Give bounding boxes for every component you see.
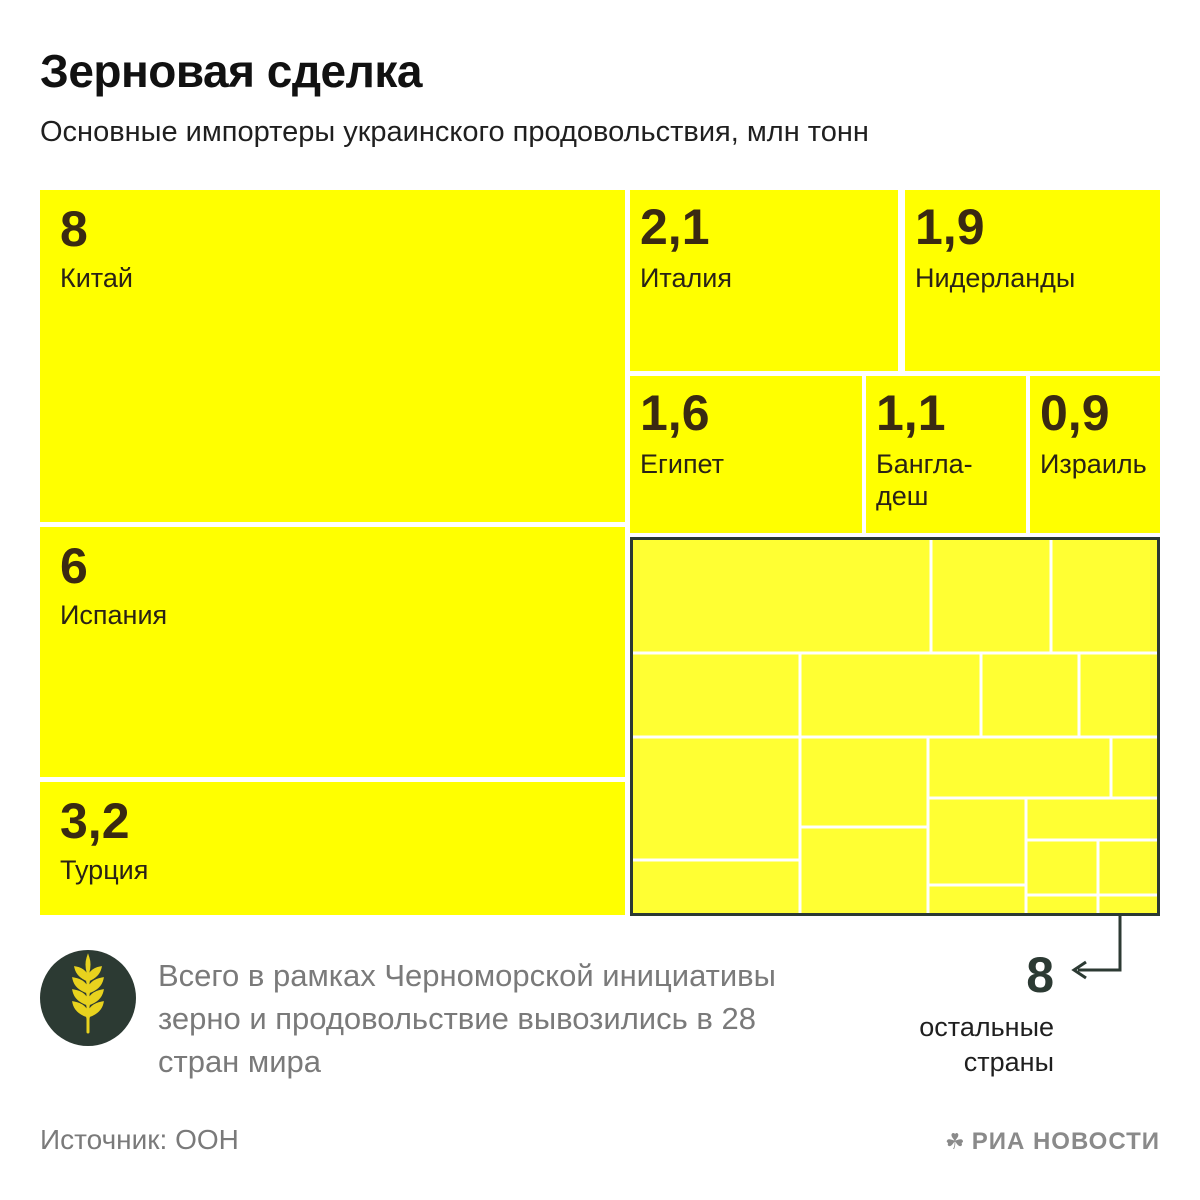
ria-logo-icon: ☘ xyxy=(944,1129,966,1154)
source-text: Источник: ООН xyxy=(40,1124,239,1155)
wheat-icon xyxy=(72,953,104,1034)
wheat-badge xyxy=(40,950,136,1046)
tile-label: Нидерланды xyxy=(915,263,1076,293)
tile-value: 8 xyxy=(60,201,88,257)
treemap-tile: 3,2 Турция xyxy=(40,782,625,915)
treemap-tile: 8 Китай xyxy=(40,190,625,522)
callout-arrow-icon xyxy=(1071,914,1122,980)
treemap-tile: 2,1 Италия xyxy=(630,190,898,371)
treemap-tile: 1,1 Банглa- деш xyxy=(866,376,1026,533)
footnote: Всего в рамках Черноморской инициативы з… xyxy=(158,958,776,1079)
tile-label: Турция xyxy=(60,855,149,885)
tile-value: 1,6 xyxy=(640,385,710,441)
treemap-tile: 1,9 Нидерланды xyxy=(905,190,1160,371)
others-value: 8 xyxy=(1026,947,1054,1003)
tile-value: 2,1 xyxy=(640,199,710,255)
treemap-tile: 0,9 Израиль xyxy=(1030,376,1160,533)
brand-logo: ☘ РИА НОВОСТИ xyxy=(945,1128,1160,1156)
tile-value: 1,1 xyxy=(876,385,946,441)
tile-value: 6 xyxy=(60,538,88,594)
chart-subtitle: Основные импортеры украинского продоволь… xyxy=(40,116,869,148)
brand-text: РИА НОВОСТИ xyxy=(971,1128,1160,1155)
others-subdivision-grid xyxy=(633,540,1157,913)
others-label: остальные страны xyxy=(860,1010,1054,1080)
treemap-tile: 1,6 Египет xyxy=(630,376,862,533)
treemap-tile: 6 Испания xyxy=(40,527,625,777)
others-label-line1: остальные xyxy=(919,1012,1054,1042)
tile-label: Египет xyxy=(640,449,725,479)
tile-value: 3,2 xyxy=(60,793,130,849)
tile-value: 1,9 xyxy=(915,199,985,255)
tile-label: Италия xyxy=(640,263,732,293)
tile-label: Испания xyxy=(60,600,168,630)
tile-label: Китай xyxy=(60,263,133,293)
tile-value: 0,9 xyxy=(1040,385,1110,441)
chart-title: Зерновая сделка xyxy=(40,45,422,97)
tile-label: Израиль xyxy=(1040,449,1147,479)
others-tile xyxy=(630,537,1160,916)
tile-label: Банглa- деш xyxy=(876,449,973,512)
others-label-line2: страны xyxy=(963,1047,1054,1078)
